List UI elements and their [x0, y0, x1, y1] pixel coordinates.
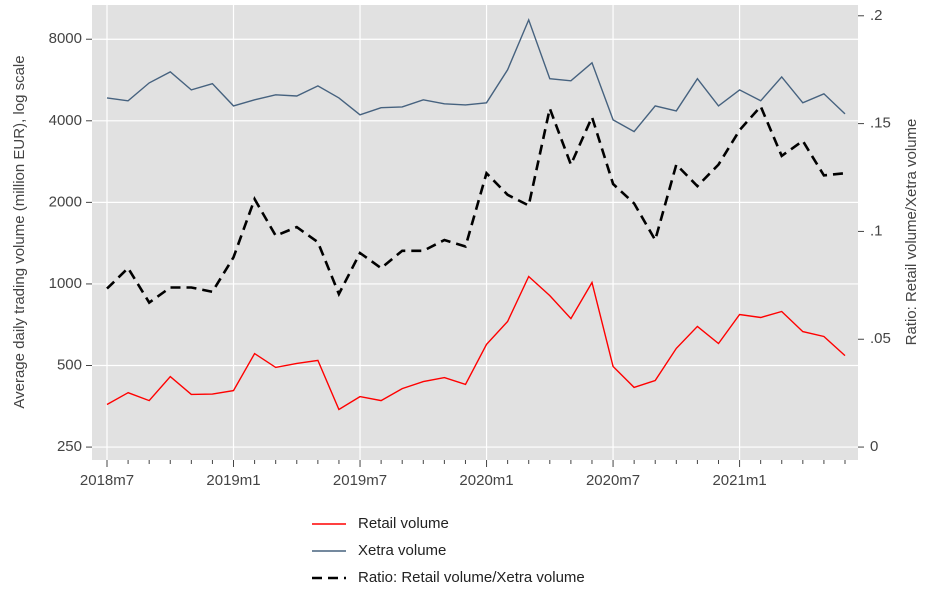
series-line: [106, 17, 846, 133]
y2-tick-label: .05: [870, 330, 891, 347]
y-tick-label: 500: [57, 356, 82, 373]
y-axis-label: Average daily trading volume (million EU…: [11, 55, 28, 408]
y2-axis-label: Ratio: Retail volume/Xetra volume: [903, 119, 920, 346]
y-tick-label: 2000: [49, 193, 82, 210]
x-tick-label: 2018m7: [80, 472, 134, 489]
x-tick-label: 2021m1: [712, 472, 766, 489]
y-tick-label: 8000: [49, 30, 82, 47]
legend-label: Retail volume: [358, 515, 449, 532]
y2-tick-label: .1: [870, 222, 883, 239]
y2-tick-label: .2: [870, 7, 883, 24]
y2-tick-label: .15: [870, 115, 891, 132]
x-tick-label: 2020m7: [586, 472, 640, 489]
x-tick-label: 2020m1: [459, 472, 513, 489]
legend-label: Xetra volume: [358, 542, 446, 559]
legend-label: Ratio: Retail volume/Xetra volume: [358, 569, 585, 586]
y-tick-label: 250: [57, 438, 82, 455]
y-tick-label: 4000: [49, 112, 82, 129]
y2-tick-label: 0: [870, 438, 878, 455]
plot-area: [92, 5, 858, 460]
x-tick-label: 2019m1: [206, 472, 260, 489]
y-tick-label: 1000: [49, 275, 82, 292]
x-tick-label: 2019m7: [333, 472, 387, 489]
series-line: [106, 275, 846, 411]
